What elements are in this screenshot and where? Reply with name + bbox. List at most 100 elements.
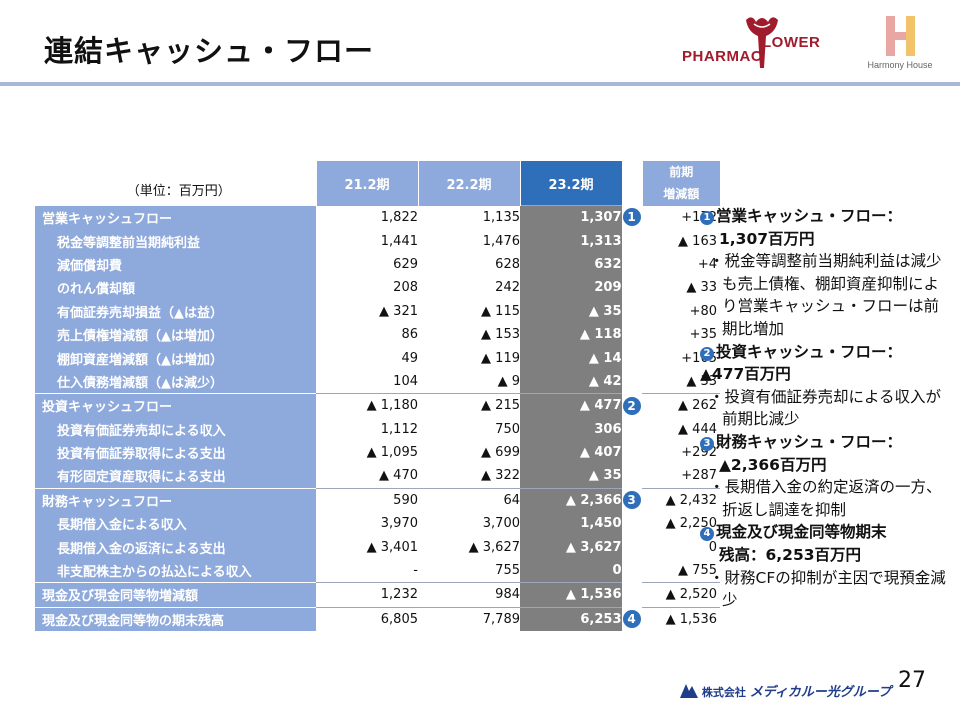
value-yoy: +4 — [697, 256, 717, 272]
row-badge-cell — [622, 418, 643, 441]
row-badge-cell: 2 — [622, 394, 643, 418]
note-1-badge: 1 — [700, 211, 714, 225]
value-21-2: 208 — [393, 280, 418, 296]
row-badge-cell — [622, 346, 643, 369]
row-label: 現金及び現金同等物の期末残高 — [35, 606, 316, 632]
value-21-2: ▲ 1,095 — [366, 445, 418, 461]
row-badge-cell — [622, 583, 643, 607]
note-3-bullet: ・長期借入金の約定返済の一方、折返し調達を抑制 — [709, 478, 942, 519]
header-yoy: 前期 増減額 — [641, 161, 720, 206]
value-21-2: 1,822 — [316, 205, 418, 230]
value-yoy: +80 — [689, 303, 717, 319]
value-yoy: ▲ 2,432 — [642, 487, 720, 513]
row-label: 売上債権増減額（▲は増加） — [35, 322, 316, 347]
value-22-2: 628 — [495, 256, 520, 272]
value-22-2: ▲ 119 — [481, 350, 520, 366]
value-23-2: 306 — [520, 417, 622, 441]
pharma-logo-text-right: LOWER — [762, 34, 821, 51]
value-22-2: ▲ 699 — [481, 445, 520, 461]
pharmaflower-logo: PHARMAC LOWER — [682, 14, 832, 74]
value-23-2: 1,450 — [520, 512, 622, 536]
value-yoy: +35 — [689, 327, 717, 343]
number-badge-icon: 1 — [622, 208, 641, 227]
value-yoy: ▲ 2,520 — [642, 582, 720, 608]
row-badge-cell — [622, 323, 643, 346]
value-21-2: 629 — [393, 256, 418, 272]
harmony-h-icon — [886, 16, 915, 56]
value-22-2: ▲ 153 — [481, 327, 520, 343]
value-22-2: 242 — [495, 280, 520, 296]
table-row: 有形固定資産取得による支出 ▲ 470 ▲ 322 ▲ 35 +287 — [35, 464, 720, 489]
value-yoy: ▲ 33 — [686, 373, 717, 389]
note-2-bullet: ・投資有価証券売却による収入が前期比減少 — [709, 387, 942, 429]
note-4-bullet: ・財務CFの抑制が主因で現預金減少 — [709, 568, 946, 610]
title-divider — [0, 82, 960, 86]
row-badge-cell — [622, 441, 643, 464]
row-badge-cell — [622, 464, 643, 488]
value-yoy: ▲ 444 — [678, 421, 717, 437]
row-label: 営業キャッシュフロー — [35, 205, 316, 230]
value-23-2: ▲ 1,536 — [520, 582, 622, 608]
value-22-2: 750 — [495, 421, 520, 437]
value-22-2: 755 — [495, 563, 520, 579]
table-row: 減価償却費 629 628 632 +4 — [35, 252, 720, 277]
value-23-2: 1,313 — [520, 229, 622, 253]
value-23-2: 632 — [520, 252, 622, 277]
note-2-amount: ▲477百万円 — [700, 365, 791, 384]
value-22-2: ▲ 3,627 — [468, 539, 520, 555]
value-23-2: ▲ 2,366 — [520, 487, 622, 513]
value-21-2: ▲ 1,180 — [316, 393, 418, 418]
row-badge-cell — [622, 559, 643, 583]
row-label: のれん償却額 — [35, 276, 316, 300]
number-badge-icon: 4 — [622, 610, 641, 629]
row-badge-cell: 4 — [622, 607, 643, 631]
table-row: 財務キャッシュフロー 590 64 ▲ 2,366 3 ▲ 2,432 — [35, 487, 720, 513]
row-label: 長期借入金による収入 — [35, 512, 316, 536]
table-row: 現金及び現金同等物の期末残高 6,805 7,789 6,253 4 ▲ 1,536 — [35, 606, 720, 632]
value-21-2: ▲ 321 — [379, 303, 418, 319]
value-22-2: ▲ 9 — [497, 373, 520, 389]
row-badge-cell — [622, 253, 643, 276]
note-1-title-text: 営業キャッシュ・フロー： — [716, 207, 903, 225]
row-badge-cell — [622, 370, 643, 394]
note-2-title: 2 投資キャッシュ・フロー： — [700, 341, 950, 364]
table-row: 現金及び現金同等物増減額 1,232 984 ▲ 1,536 ▲ 2,520 — [35, 582, 720, 608]
flower-icon — [746, 17, 778, 68]
row-badge-cell: 3 — [622, 488, 643, 512]
table-row: 仕入債務増減額（▲は減少） 104 ▲ 9 ▲ 42 ▲ 33 — [35, 369, 720, 394]
value-21-2: 3,970 — [380, 516, 418, 532]
value-23-2: ▲ 35 — [520, 299, 622, 323]
value-yoy: ▲ 163 — [678, 233, 717, 249]
value-21-2: 590 — [316, 487, 418, 513]
row-label: 長期借入金の返済による支出 — [35, 535, 316, 559]
table-row: 税金等調整前当期純利益 1,441 1,476 1,313 ▲ 163 — [35, 229, 720, 253]
value-23-2: ▲ 477 — [520, 393, 622, 418]
value-21-2: 6,805 — [316, 606, 418, 632]
header-23-2: 23.2期 — [519, 161, 622, 206]
table-row: 棚卸資産増減額（▲は増加） 49 ▲ 119 ▲ 14 +105 — [35, 346, 720, 370]
row-badge-cell — [622, 512, 643, 535]
value-22-2: 7,789 — [418, 606, 520, 632]
note-1-title: 1 営業キャッシュ・フロー： — [700, 205, 950, 228]
value-yoy: 0 — [708, 539, 717, 555]
value-21-2: ▲ 3,401 — [366, 539, 418, 555]
row-label: 投資キャッシュフロー — [35, 393, 316, 418]
commentary-panel: 1 営業キャッシュ・フロー： 1,307百万円 ・税金等調整前当期純利益は減少も売… — [700, 205, 950, 612]
row-badge-cell — [622, 276, 643, 299]
table-row: 投資キャッシュフロー ▲ 1,180 ▲ 215 ▲ 477 2 ▲ 262 — [35, 393, 720, 418]
number-badge-icon: 3 — [622, 491, 641, 510]
header-21-2: 21.2期 — [315, 161, 418, 206]
row-label: 非支配株主からの払込による収入 — [35, 558, 316, 583]
header-22-2: 22.2期 — [417, 161, 520, 206]
cash-flow-table: （単位：百万円） 21.2期 22.2期 23.2期 前期 増減額 営業キャッシ… — [35, 161, 720, 632]
note-4-amount: 残高：6,253百万円 — [719, 545, 862, 564]
page-title: 連結キャッシュ・フロー — [44, 34, 375, 68]
value-22-2: ▲ 322 — [481, 468, 520, 484]
row-badge-cell — [622, 229, 643, 252]
value-21-2: - — [413, 563, 418, 579]
value-21-2: 1,232 — [316, 582, 418, 608]
note-3-title-text: 財務キャッシュ・フロー： — [716, 432, 903, 451]
value-yoy: +287 — [681, 468, 717, 484]
table-row: 売上債権増減額（▲は増加） 86 ▲ 153 ▲ 118 +35 — [35, 322, 720, 347]
harmony-logo-text: Harmony House — [867, 60, 933, 70]
